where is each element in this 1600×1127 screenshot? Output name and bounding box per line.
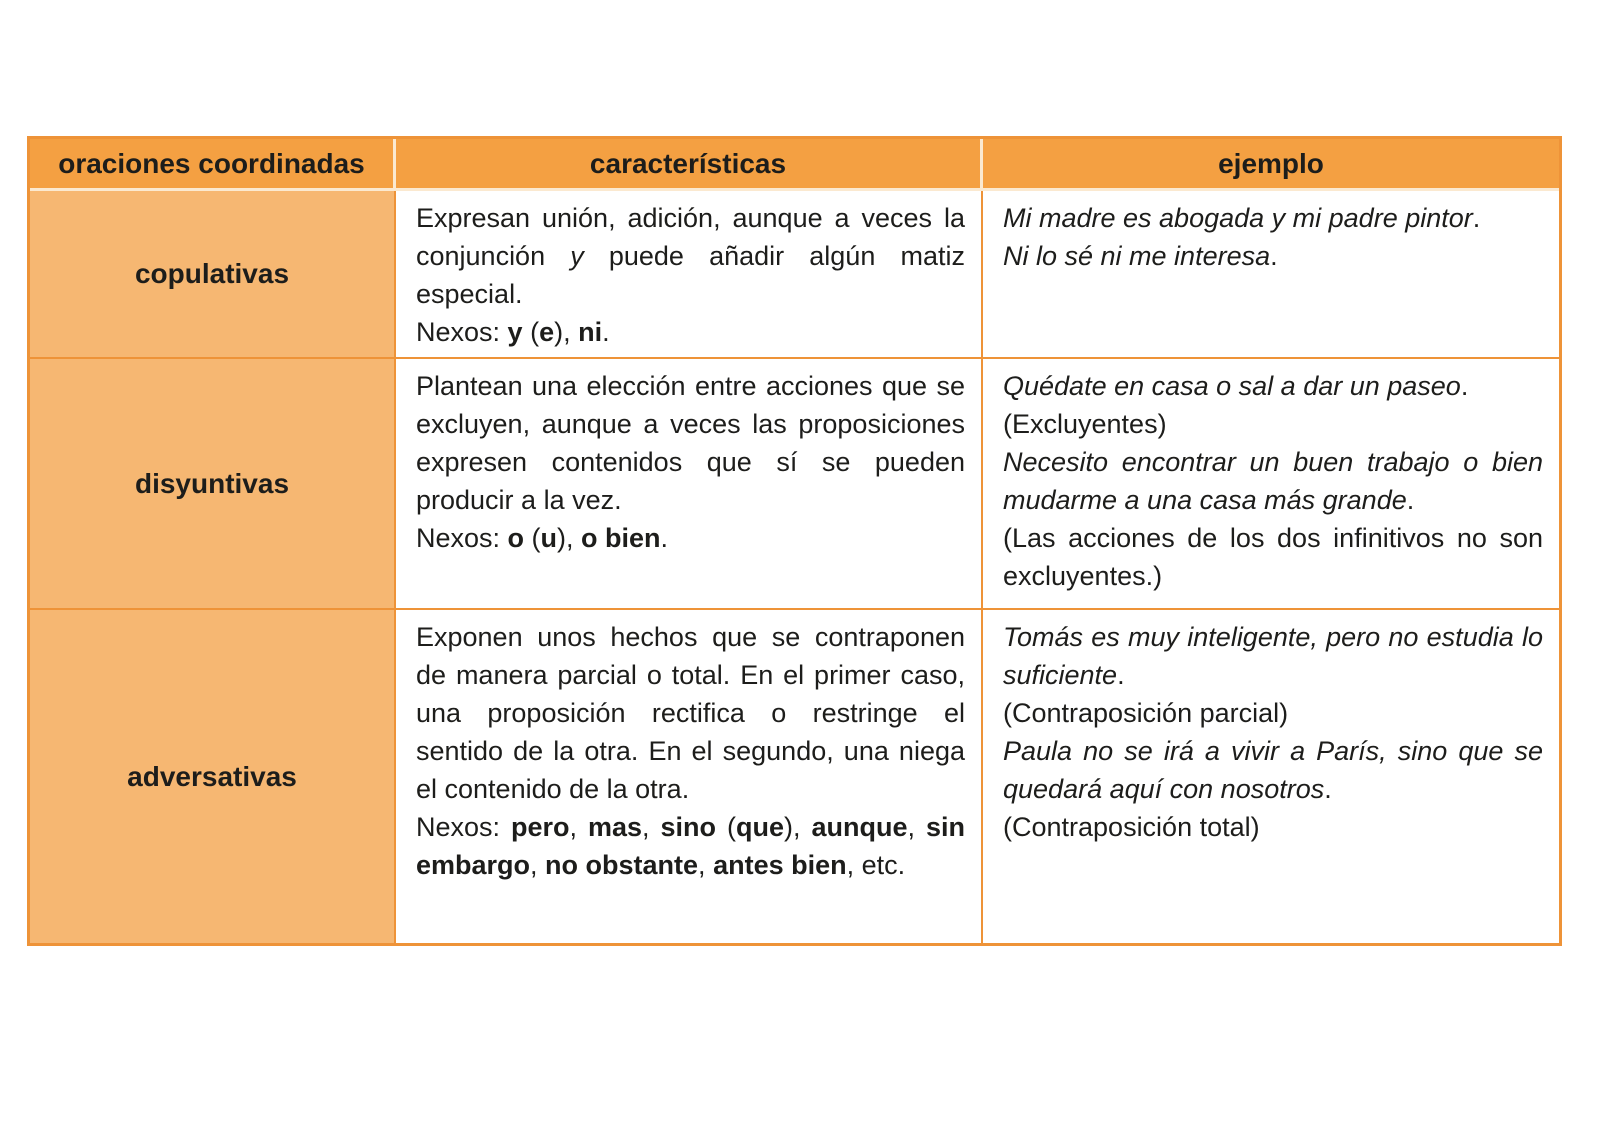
- text-run: aunque: [811, 812, 908, 842]
- text-run: Nexos:: [416, 523, 508, 553]
- text-run: sino: [660, 812, 717, 842]
- text-run: o bien: [581, 523, 661, 553]
- paragraph: Nexos: pero, mas, sino (que), aunque, si…: [416, 808, 965, 884]
- text-run: antes bien: [713, 850, 847, 880]
- disyuntivas-ejemplo-cell: Quédate en casa o sal a dar un paseo. (Ex…: [983, 359, 1559, 610]
- text-run: , etc.: [846, 850, 906, 880]
- paragraph: Nexos: o (u), o bien.: [416, 519, 965, 557]
- text-run: .: [1406, 485, 1415, 515]
- text-run: (Excluyentes): [1003, 409, 1167, 439]
- text-run: ,: [530, 850, 546, 880]
- text-run: no obstante: [545, 850, 699, 880]
- text-run: Mi madre es abogada y mi padre pintor: [1003, 203, 1473, 233]
- text-run: ni: [578, 317, 603, 347]
- paragraph: (Excluyentes): [1003, 405, 1543, 443]
- text-run: que: [735, 812, 784, 842]
- text-run: u: [540, 523, 558, 553]
- row-label-disyuntivas: disyuntivas: [30, 359, 396, 610]
- text-run: (: [522, 317, 540, 347]
- text-run: Nexos:: [416, 317, 508, 347]
- paragraph: Necesito encontrar un buen trabajo o bie…: [1003, 443, 1543, 519]
- text-run: ,: [642, 812, 661, 842]
- row-label-adversativas: adversativas: [30, 610, 396, 943]
- column-header-caracteristicas: características: [396, 139, 983, 191]
- adversativas-ejemplo-cell: Tomás es muy inteligente, pero no estudi…: [983, 610, 1559, 943]
- text-run: (: [524, 523, 541, 553]
- row-label-copulativas: copulativas: [30, 191, 396, 359]
- text-run: Expresan unión, adición, aunque a veces …: [416, 203, 965, 271]
- text-run: e: [539, 317, 555, 347]
- copulativas-caracteristicas-cell: Expresan unión, adición, aunque a veces …: [396, 191, 983, 359]
- coordinated-clauses-table: oraciones coordinadas características ej…: [27, 136, 1562, 946]
- text-run: y: [507, 317, 523, 347]
- text-run: o: [507, 523, 525, 553]
- text-run: (Contraposición parcial): [1003, 698, 1289, 728]
- paragraph: Ni lo sé ni me interesa.: [1003, 237, 1543, 275]
- disyuntivas-caracteristicas-cell: Plantean una elección entre acciones que…: [396, 359, 983, 610]
- text-run: Quédate en casa o sal a dar un paseo: [1003, 371, 1461, 401]
- text-run: ),: [557, 523, 582, 553]
- text-run: Ni lo sé ni me interesa: [1003, 241, 1271, 271]
- paragraph: Mi madre es abogada y mi padre pintor.: [1003, 199, 1543, 237]
- text-run: Paula no se irá a vivir a París, sino qu…: [1003, 736, 1543, 804]
- paragraph: Quédate en casa o sal a dar un paseo.: [1003, 367, 1543, 405]
- paragraph: (Contraposición total): [1003, 808, 1543, 846]
- text-run: puede añadir algún matiz especial.: [416, 241, 965, 309]
- adversativas-caracteristicas-cell: Exponen unos hechos que se contraponen d…: [396, 610, 983, 943]
- paragraph: Tomás es muy inteligente, pero no estudi…: [1003, 618, 1543, 694]
- copulativas-ejemplo-cell: Mi madre es abogada y mi padre pintor. Ni…: [983, 191, 1559, 359]
- text-run: .: [1117, 660, 1125, 690]
- paragraph: (Contraposición parcial): [1003, 694, 1543, 732]
- text-run: mas: [587, 812, 643, 842]
- text-run: .: [602, 317, 610, 347]
- text-run: Tomás es muy inteligente, pero no estudi…: [1003, 622, 1543, 690]
- text-run: (Contraposición total): [1003, 812, 1260, 842]
- text-run: .: [1270, 241, 1278, 271]
- paragraph: Nexos: y (e), ni.: [416, 313, 965, 351]
- text-run: (Las acciones de los dos infinitivos no …: [1003, 523, 1543, 591]
- text-run: .: [1324, 774, 1332, 804]
- text-run: (: [716, 812, 736, 842]
- text-run: ,: [907, 812, 926, 842]
- paragraph: Paula no se irá a vivir a París, sino qu…: [1003, 732, 1543, 808]
- text-run: .: [1460, 371, 1469, 401]
- text-run: Exponen unos hechos que se contraponen d…: [416, 622, 965, 804]
- text-run: y: [570, 241, 584, 271]
- text-run: ,: [698, 850, 714, 880]
- paragraph: Exponen unos hechos que se contraponen d…: [416, 618, 965, 808]
- paragraph: (Las acciones de los dos infinitivos no …: [1003, 519, 1543, 595]
- text-run: ,: [569, 812, 588, 842]
- text-run: Plantean una elección entre acciones que…: [416, 371, 965, 515]
- column-header-oraciones-coordinadas: oraciones coordinadas: [30, 139, 396, 191]
- text-run: ),: [784, 812, 812, 842]
- text-run: Nexos:: [416, 812, 511, 842]
- text-run: ),: [554, 317, 579, 347]
- column-header-ejemplo: ejemplo: [983, 139, 1559, 191]
- text-run: Necesito encontrar un buen trabajo o bie…: [1003, 447, 1543, 515]
- paragraph: Expresan unión, adición, aunque a veces …: [416, 199, 965, 313]
- text-run: pero: [511, 812, 570, 842]
- text-run: sin embargo: [416, 812, 965, 880]
- paragraph: Plantean una elección entre acciones que…: [416, 367, 965, 519]
- text-run: .: [660, 523, 669, 553]
- text-run: .: [1472, 203, 1481, 233]
